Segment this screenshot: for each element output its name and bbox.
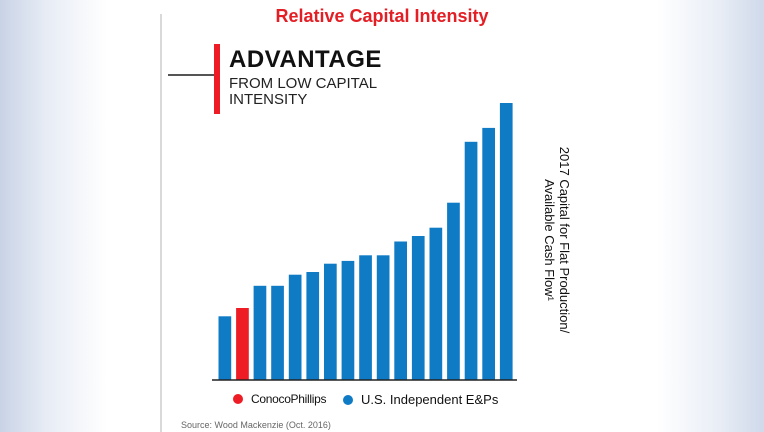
legend-label-us-independent: U.S. Independent E&Ps xyxy=(361,392,499,407)
callout-subheading-line-1: FROM LOW CAPITAL xyxy=(229,75,378,92)
bar-us-independent-4 xyxy=(271,285,284,380)
bar-us-independent-14 xyxy=(447,202,460,380)
bar-us-independent-10 xyxy=(376,255,390,380)
callout-connector-line xyxy=(168,74,214,76)
legend-marker-conocophillips xyxy=(233,394,243,404)
callout-accent-bar xyxy=(214,44,220,114)
y-axis-label-line-1: 2017 Capital for Flat Production/ xyxy=(557,146,572,334)
y-axis-label-line-2: Available Cash Flow¹ xyxy=(542,179,557,301)
bar-us-independent-6 xyxy=(306,272,320,380)
bar-conocophillips xyxy=(236,308,249,380)
y-axis-label-container: 2017 Capital for Flat Production/ Availa… xyxy=(540,130,574,350)
bar-us-independent-16 xyxy=(482,127,495,381)
bar-us-independent-8 xyxy=(341,260,355,380)
bar-us-independent-5 xyxy=(288,274,302,380)
legend-item-us-independent: U.S. Independent E&Ps xyxy=(343,392,498,407)
bar-group xyxy=(218,103,513,381)
bar-us-independent-13 xyxy=(429,227,443,380)
legend-item-conocophillips: ConocoPhillips xyxy=(233,392,326,406)
bar-us-independent-12 xyxy=(411,236,425,380)
source-note: Source: Wood Mackenzie (Oct. 2016) xyxy=(181,420,331,430)
bar-us-independent-9 xyxy=(359,255,372,380)
callout-subheading: FROM LOW CAPITAL INTENSITY xyxy=(229,76,429,108)
slide-left-border xyxy=(160,14,162,432)
legend-label-conocophillips: ConocoPhillips xyxy=(251,392,327,406)
y-axis-label: 2017 Capital for Flat Production/ Availa… xyxy=(542,130,572,350)
bar-us-independent-7 xyxy=(324,263,337,380)
bar-us-independent-3 xyxy=(253,285,267,380)
bar-us-independent-11 xyxy=(394,241,407,380)
callout-subheading-line-2: INTENSITY xyxy=(229,91,308,108)
bar-us-independent-15 xyxy=(464,141,478,380)
legend-marker-us-independent xyxy=(343,394,353,405)
callout-heading: ADVANTAGE xyxy=(229,46,382,73)
chart-title: Relative Capital Intensity xyxy=(275,6,489,26)
bar-us-independent-17 xyxy=(499,103,513,380)
bar-us-independent-1 xyxy=(218,316,232,380)
